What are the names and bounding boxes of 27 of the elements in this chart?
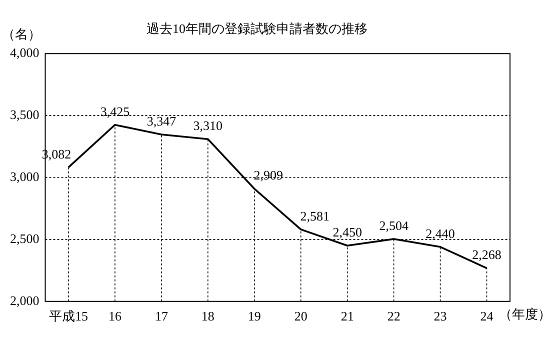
data-label: 2,450: [332, 224, 362, 240]
data-label: 2,504: [379, 218, 409, 233]
y-tick-label: 3,500: [10, 106, 40, 122]
x-tick-label: 19: [248, 308, 261, 324]
x-tick-label: 平成15: [48, 308, 88, 324]
y-tick-label: 2,500: [10, 230, 40, 246]
data-label: 2,909: [254, 168, 284, 183]
x-tick-label: 24: [480, 308, 494, 324]
data-label: 3,347: [146, 113, 177, 128]
data-label: 2,268: [472, 247, 502, 262]
x-tick-label: 20: [294, 308, 308, 324]
y-tick-label: 2,000: [10, 292, 40, 308]
x-axis-title: （年度）: [498, 306, 551, 322]
data-label: 2,581: [300, 208, 330, 224]
x-tick-label: 22: [387, 308, 400, 324]
x-tick-label: 16: [108, 308, 122, 324]
y-tick-label: 4,000: [10, 45, 40, 60]
x-tick-label: 21: [340, 308, 354, 324]
data-label: 3,425: [100, 104, 130, 119]
x-tick-label: 23: [434, 308, 447, 324]
y-tick-label: 3,000: [10, 168, 40, 184]
data-label: 3,310: [193, 118, 223, 134]
data-label: 2,440: [426, 226, 455, 241]
x-tick-label: 17: [154, 308, 168, 324]
x-tick-label: 18: [201, 308, 214, 324]
y-axis-title: （名）: [2, 26, 41, 42]
chart-title: 過去10年間の登録試験申請者数の推移: [146, 21, 368, 36]
